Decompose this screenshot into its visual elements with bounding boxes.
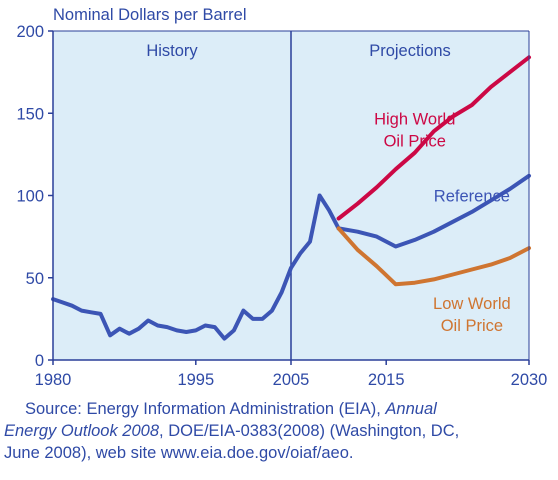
source-line-3: June 2008), web site www.eia.doe.gov/oia… [4, 444, 354, 462]
x-tick-label: 1995 [177, 371, 214, 389]
annotation-line: Oil Price [384, 133, 446, 151]
source-note: Source: Energy Information Administratio… [4, 398, 556, 464]
source-text: Source: Energy Information Administratio… [25, 400, 386, 418]
source-line-1: Source: Energy Information Administratio… [4, 398, 556, 420]
oil-price-chart: History Projections High World Oil Price Re… [16, 6, 548, 389]
x-tick-label: 2015 [368, 371, 405, 389]
y-tick-label: 0 [35, 352, 44, 370]
x-tick-label: 2030 [511, 371, 548, 389]
region-label: Projections [369, 42, 451, 60]
source-publication-title-cont: Energy Outlook 2008 [4, 422, 160, 440]
y-tick-label: 150 [16, 105, 44, 123]
annotation-line: Reference [434, 188, 510, 206]
series-line [336, 55, 531, 221]
annotation-line: Oil Price [441, 317, 503, 335]
annotation-line: Low World [433, 295, 511, 313]
x-tick-label: 2005 [273, 371, 310, 389]
region-label: History [146, 42, 198, 60]
series-annotation: Low World Oil Price [433, 295, 511, 335]
x-tick-label: 1980 [35, 371, 72, 389]
series-line [51, 193, 341, 341]
source-text: , DOE/EIA-0383(2008) (Washington, DC, [159, 422, 460, 440]
series-line [336, 173, 531, 249]
y-tick-label: 200 [16, 23, 44, 41]
y-tick-label: 50 [26, 270, 44, 288]
source-line-2: Energy Outlook 2008, DOE/EIA-0383(2008) … [4, 420, 556, 442]
series-annotation: High World Oil Price [374, 111, 455, 151]
y-tick-label: 100 [16, 188, 44, 206]
source-publication-title: Annual [385, 400, 437, 418]
series-line [336, 226, 531, 287]
series-annotation: Reference [434, 188, 510, 206]
y-axis-label: Nominal Dollars per Barrel [53, 6, 246, 24]
annotation-line: High World [374, 111, 455, 129]
